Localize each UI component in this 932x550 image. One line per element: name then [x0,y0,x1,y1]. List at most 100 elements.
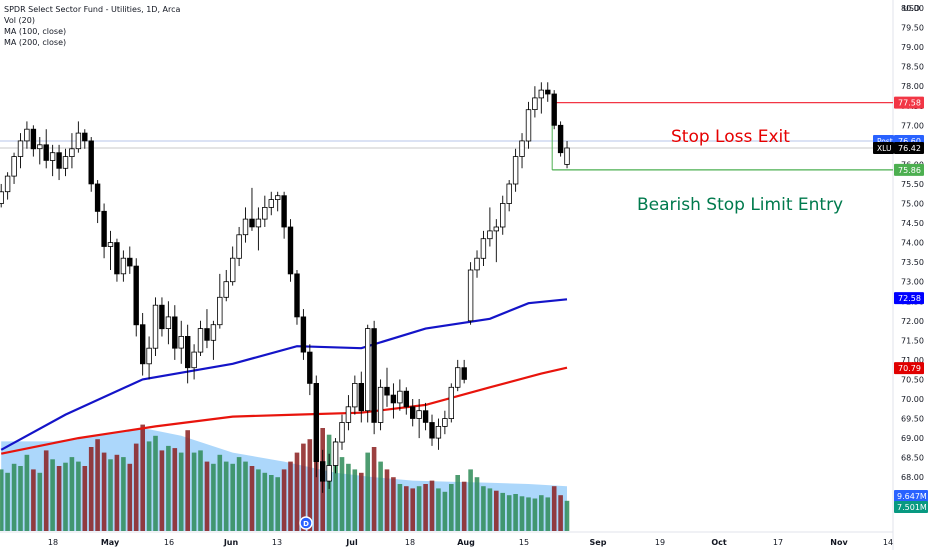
candle [133,258,139,337]
volume-bar [545,497,551,531]
volume-bar [76,461,81,531]
candle [307,344,313,396]
candle [268,191,274,216]
candle [525,101,532,149]
y-tick-label: 71.50 [901,336,924,345]
candle-body [249,218,255,228]
y-tick-label: 77.00 [901,121,924,130]
candle-body [384,386,390,396]
candle [249,187,255,231]
candle [107,230,114,270]
entry-annotation: Bearish Stop Limit Entry [637,195,844,215]
volume-bar [223,461,229,531]
candle [429,414,435,446]
x-tick-label: 16 [164,538,174,547]
candle [493,219,499,263]
candle [217,273,223,329]
candle [178,320,184,364]
candle [377,379,384,431]
candle [287,219,294,282]
volume-bar [172,448,178,531]
candle-body [229,257,236,283]
candle [461,359,467,384]
candle-body [300,316,307,353]
candle [326,453,332,489]
candle [442,410,448,435]
volume-bar [481,486,486,531]
candle-body [512,156,519,185]
ma100-line [0,298,568,451]
candle-body [255,218,262,228]
candle-body [313,382,319,462]
x-tick-label: 14 [883,538,893,547]
candle-body [390,394,397,404]
volume-bar [461,481,467,531]
volume-bar [359,472,364,531]
candle-body [159,304,165,330]
candle-body [538,89,544,99]
candle [0,183,4,208]
candle-body [371,328,377,423]
x-tick-label: 19 [655,538,665,547]
x-tick-label: Sep [590,538,607,547]
volume-bar [487,488,493,531]
candle-body [416,410,422,419]
candle-body [358,382,364,412]
candle [94,180,101,224]
candle [499,195,506,235]
candle [49,144,56,177]
volume-ma-tag [894,490,928,502]
volume-bar [551,486,557,531]
candle-body [487,230,493,240]
candle [88,137,94,192]
candle-body [94,183,101,212]
x-tick-label: 18 [48,538,58,547]
candle [197,320,204,356]
candle [152,297,159,356]
candle-body [422,410,429,423]
candle [557,121,564,157]
candle-body [480,238,487,259]
volume-bar [269,475,274,531]
candle [255,207,262,251]
volume-bar [506,495,512,531]
y-tick-label: 78.50 [901,63,924,72]
volume-bar [384,469,390,531]
x-tick-label: Aug [457,538,475,547]
y-tick-label: 71.00 [901,356,924,365]
volume-bar [365,452,370,531]
candle-body [319,461,326,482]
candle-body [172,316,178,349]
candle [467,262,474,325]
candle-body [435,425,442,439]
candle-body [352,382,358,408]
entry-price-tag [894,163,924,176]
candle-body [409,406,416,419]
last-price-symbol-tag [873,141,894,154]
candle [262,195,268,227]
candle [75,121,82,153]
volume-bar [513,494,518,531]
candle [545,82,551,102]
candle-body [236,234,242,259]
volume-bar [0,469,4,531]
last-price-value: 76.42 [898,144,921,153]
candle-body [37,144,43,150]
candle-body [274,195,281,200]
candle [127,246,133,274]
y-tick-label: 79.00 [901,43,924,52]
volume-bar [133,443,139,531]
candle [551,90,557,130]
volume-bar [69,457,75,531]
candle-body [345,406,352,423]
candle-body [197,328,204,353]
y-tick-label: 75.00 [901,200,924,209]
volume-bar [31,469,36,531]
candle-body [101,210,107,247]
volume-bar [127,463,133,531]
chart-legend: SPDR Select Sector Fund - Utilities, 1D,… [4,4,180,48]
y-tick-label: 70.00 [901,395,924,404]
candle-body [30,128,37,150]
candle-body [326,465,332,482]
